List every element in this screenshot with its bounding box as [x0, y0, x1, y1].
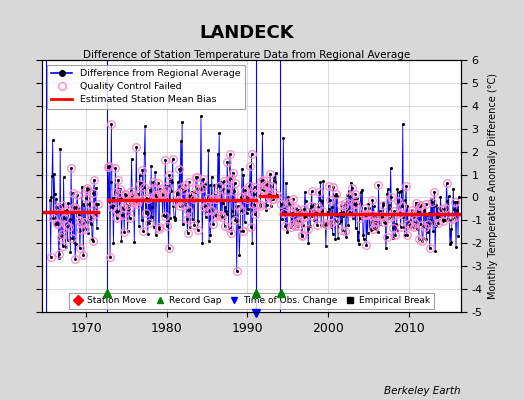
- Y-axis label: Monthly Temperature Anomaly Difference (°C): Monthly Temperature Anomaly Difference (…: [488, 73, 498, 299]
- Text: LANDECK: LANDECK: [199, 24, 293, 42]
- Text: Difference of Station Temperature Data from Regional Average: Difference of Station Temperature Data f…: [83, 50, 410, 60]
- Text: Berkeley Earth: Berkeley Earth: [385, 386, 461, 396]
- Legend: Station Move, Record Gap, Time of Obs. Change, Empirical Break: Station Move, Record Gap, Time of Obs. C…: [70, 292, 433, 309]
